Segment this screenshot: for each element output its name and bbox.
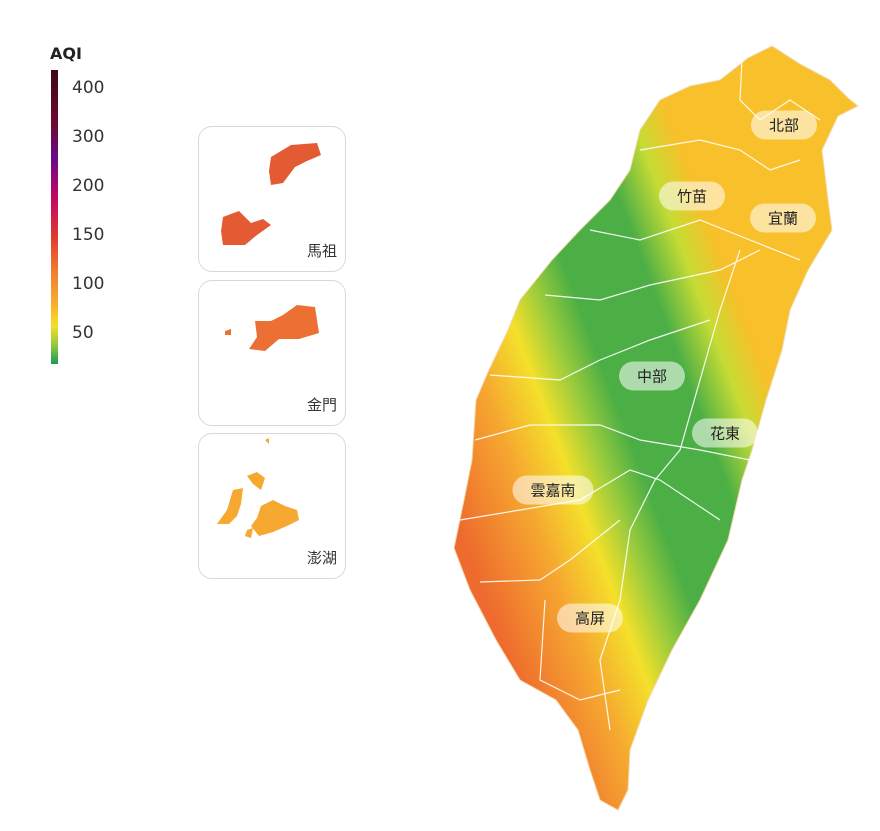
legend-tick: 200 — [72, 176, 105, 196]
legend-title: AQI — [50, 44, 82, 63]
taiwan-island — [453, 45, 859, 811]
region-label-hualien-taitung[interactable]: 花東 — [691, 418, 759, 448]
matsu-map — [221, 143, 321, 245]
inset-label: 金門 — [306, 396, 337, 414]
legend-tick: 100 — [72, 274, 105, 294]
inset-kinmen[interactable]: 金門 — [198, 280, 346, 426]
penghu-map — [217, 438, 299, 538]
region-label-north[interactable]: 北部 — [750, 110, 818, 140]
legend-tick: 400 — [72, 78, 105, 98]
kinmen-map — [225, 305, 319, 351]
region-label-central[interactable]: 中部 — [618, 361, 686, 391]
region-label-yilan[interactable]: 宜蘭 — [749, 203, 817, 233]
inset-penghu[interactable]: 澎湖 — [198, 433, 346, 579]
inset-label: 馬祖 — [306, 242, 337, 260]
region-label-yunlin-chiayi-tainan[interactable]: 雲嘉南 — [512, 475, 594, 505]
inset-matsu[interactable]: 馬祖 — [198, 126, 346, 272]
legend-tick: 300 — [72, 127, 105, 147]
legend-tick: 150 — [72, 225, 105, 245]
inset-label: 澎湖 — [306, 549, 337, 567]
region-label-hsinchu-miaoli[interactable]: 竹苗 — [658, 181, 726, 211]
legend-color-bar — [51, 70, 58, 364]
legend-tick: 50 — [72, 323, 94, 343]
region-label-kaohsiung-pingtung[interactable]: 高屏 — [556, 603, 624, 633]
county-borders — [459, 59, 821, 731]
